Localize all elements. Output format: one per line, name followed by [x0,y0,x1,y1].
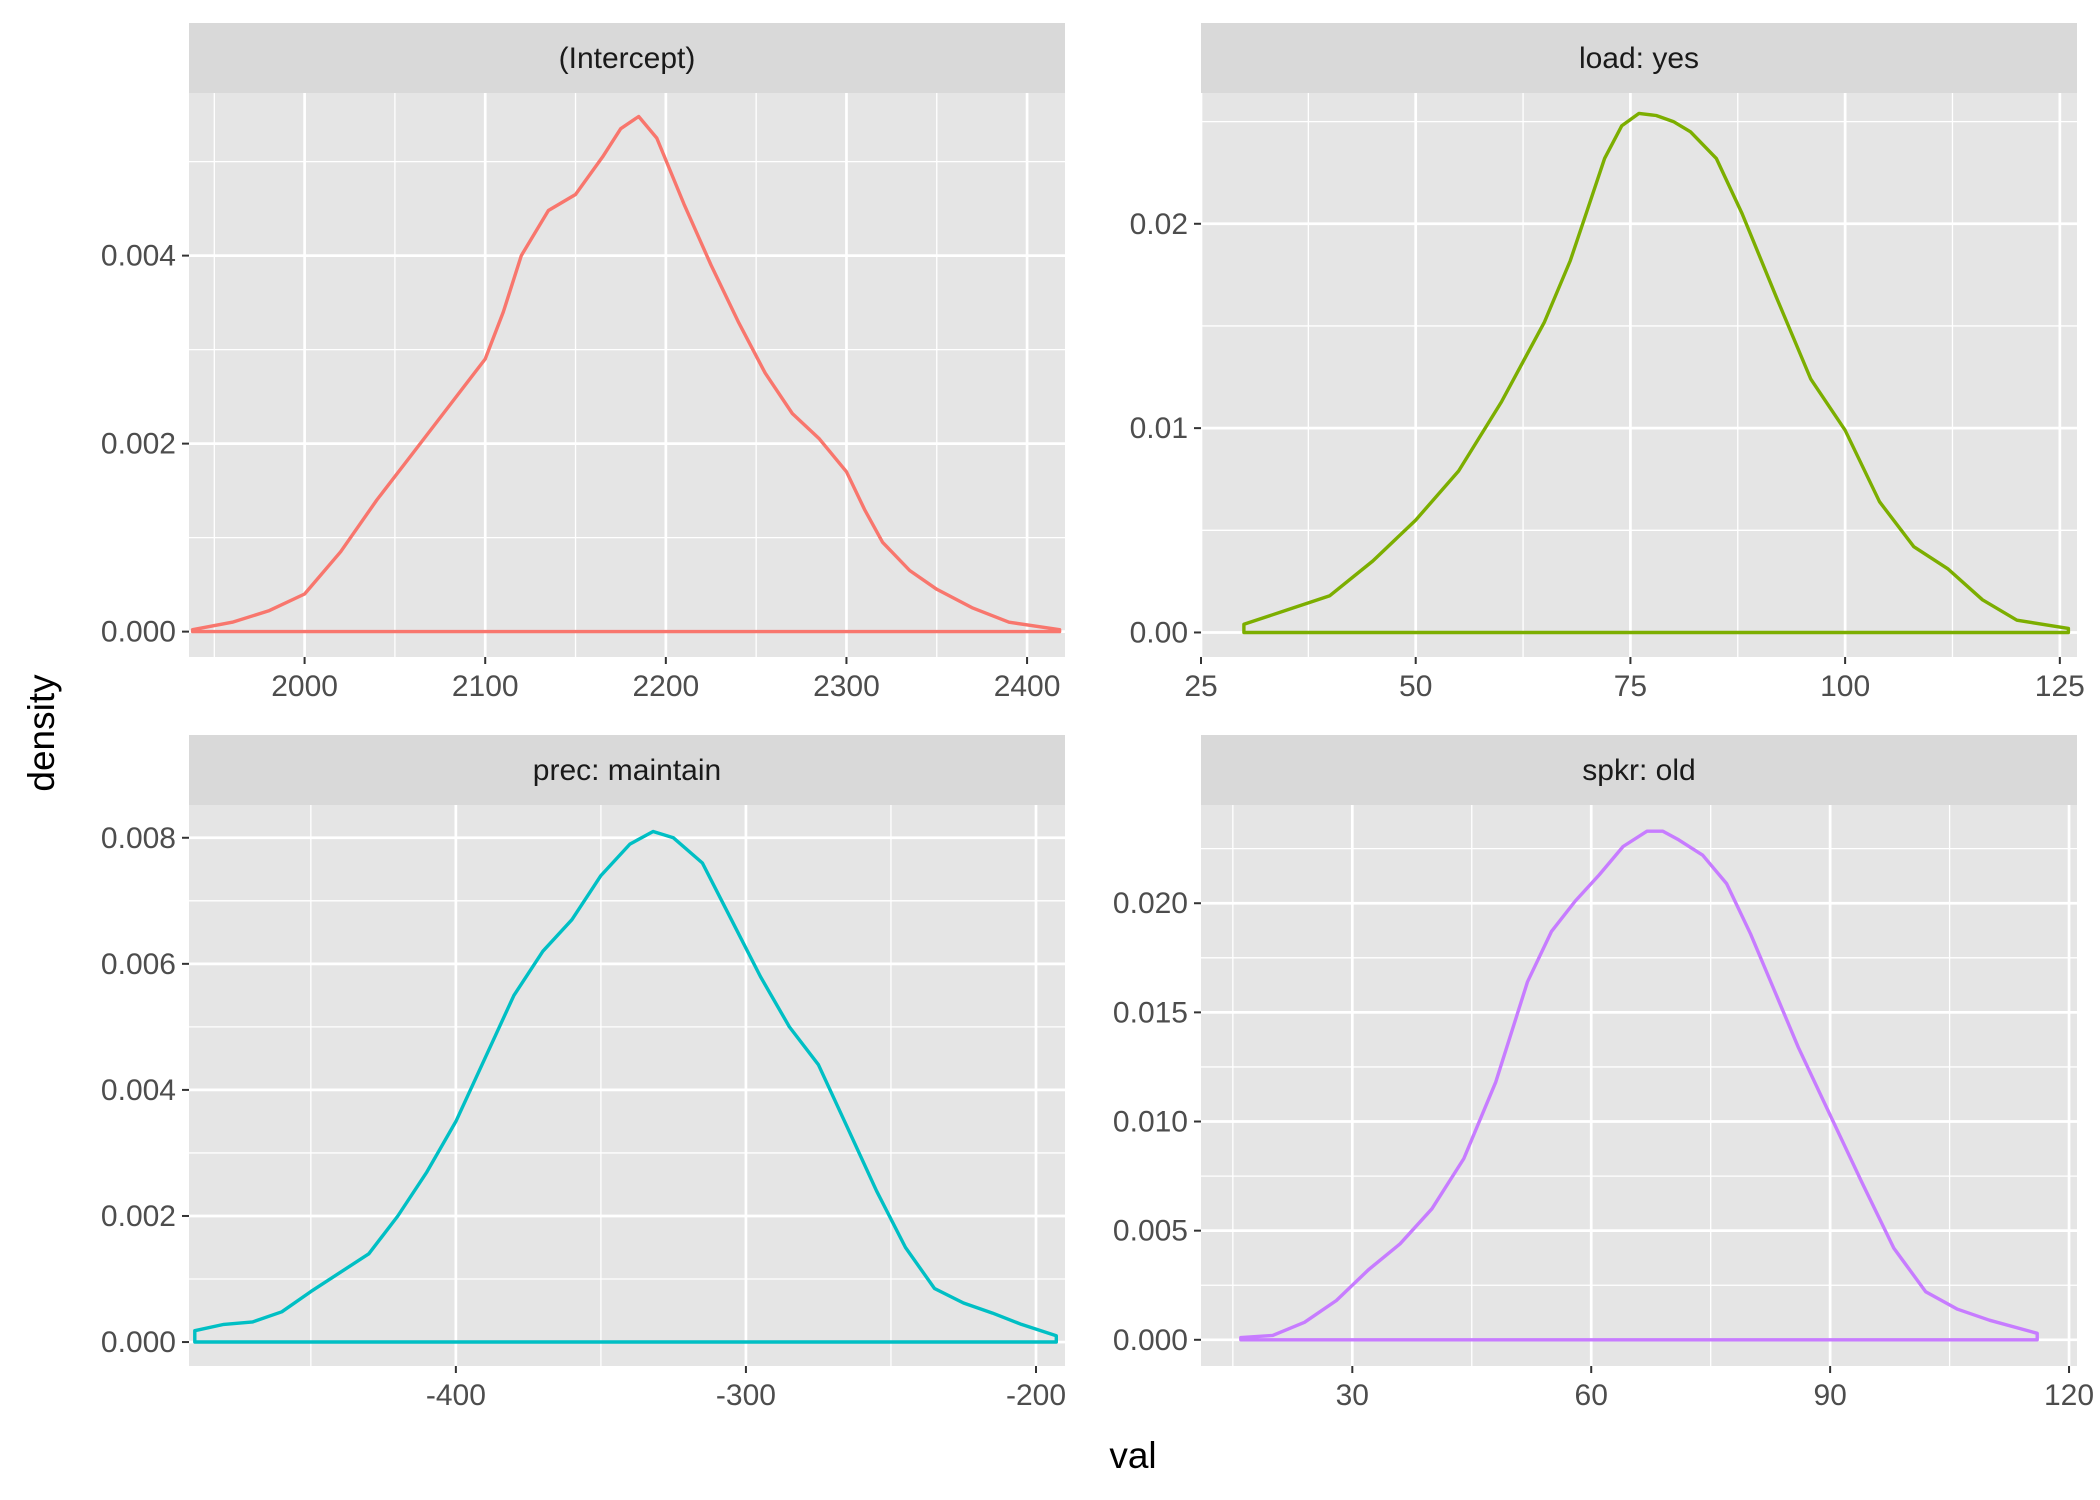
x-tick-label: -200 [1006,1379,1066,1412]
panel-background [1201,93,2077,657]
facet-strip [1201,735,2077,805]
y-tick-label: 0.000 [101,1326,176,1359]
density-curve [1242,111,2071,635]
panel-background [1201,805,2077,1366]
x-tick-label: 50 [1399,670,1432,703]
x-tick-label: -400 [426,1379,486,1412]
density-curve [193,829,1058,1344]
facet-strip [189,735,1065,805]
y-tick-label: 0.010 [1113,1106,1188,1139]
y-tick-label: 0.01 [1130,412,1188,445]
x-tick-label: 2100 [452,670,519,703]
x-tick-label: 2200 [632,670,699,703]
y-tick-label: 0.020 [1113,887,1188,920]
x-tick-label: 90 [1813,1379,1846,1412]
y-tick-label: 0.000 [1113,1324,1188,1357]
facet-strip-label: prec: maintain [533,754,721,787]
y-tick-label: 0.00 [1130,616,1188,649]
density-curve [1239,829,2039,1342]
y-tick-label: 0.002 [101,1200,176,1233]
x-tick-label: 120 [2044,1379,2094,1412]
x-tick-label: -300 [716,1379,776,1412]
x-tick-label: 60 [1575,1379,1608,1412]
y-tick-label: 0.005 [1113,1215,1188,1248]
x-tick-label: 25 [1184,670,1217,703]
y-tick-label: 0.02 [1130,208,1188,241]
facet-panel: spkr: old 30 60 90 120 0.000 0.005 0.010 0.015 0.… [1113,735,2094,1412]
y-tick-label: 0.004 [101,240,176,273]
facet-panels: (Intercept) 2000 2100 2200 2300 2400 0.000 0.00… [101,23,2094,1412]
density-curve [190,114,1062,634]
facet-strip [189,23,1065,93]
facet-strip-label: spkr: old [1582,754,1695,787]
x-axis-title: val [1109,1435,1156,1476]
facet-strip [1201,23,2077,93]
y-tick-label: 0.008 [101,822,176,855]
x-tick-label: 100 [1820,670,1870,703]
x-tick-label: 2300 [813,670,880,703]
facet-panel: (Intercept) 2000 2100 2200 2300 2400 0.000 0.00… [101,23,1065,703]
x-tick-label: 2000 [271,670,338,703]
x-tick-label: 2400 [994,670,1061,703]
y-axis-title: density [21,674,62,792]
x-tick-label: 75 [1614,670,1647,703]
facet-strip-label: (Intercept) [559,42,696,75]
y-tick-label: 0.000 [101,616,176,649]
facet-panel: prec: maintain -400 -300 -200 0.000 0.002 0.00… [101,735,1066,1412]
facet-panel: load: yes 25 50 75 100 125 0.00 0.01 0.02 [1130,23,2085,703]
panel-background [189,93,1065,657]
panel-background [189,805,1065,1366]
facet-strip-label: load: yes [1579,42,1699,75]
y-tick-label: 0.015 [1113,996,1188,1029]
y-tick-label: 0.002 [101,428,176,461]
y-tick-label: 0.006 [101,948,176,981]
x-tick-label: 125 [2035,670,2085,703]
x-tick-label: 30 [1336,1379,1369,1412]
y-tick-label: 0.004 [101,1074,176,1107]
